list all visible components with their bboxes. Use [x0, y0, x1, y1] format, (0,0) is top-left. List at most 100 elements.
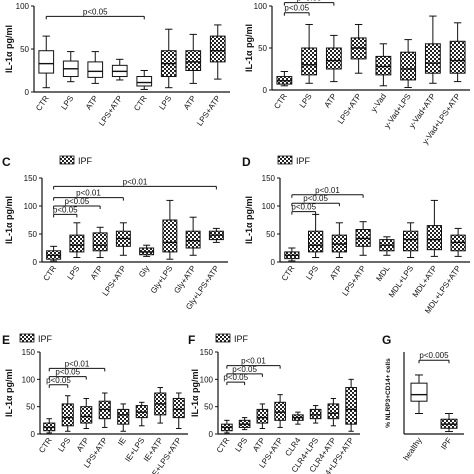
y-tick-label: 0 [271, 258, 276, 267]
y-tick-label: 0 [25, 88, 30, 97]
panel-e: 0 50 100 150 IL-1α pg/ml E IPF p<0.05 p<0.05 p<0.… [0, 330, 190, 474]
box-iqr [92, 232, 108, 252]
box-iqr [162, 219, 178, 253]
panel-letter: D [242, 155, 251, 169]
x-category-label: LPS+ATP [336, 92, 363, 126]
x-category-label: ATP [84, 94, 100, 111]
box-iqr [400, 51, 417, 81]
legend-label: IPF [38, 334, 53, 344]
y-tick-label: 100 [24, 202, 38, 211]
significance-label: p<0.01 [76, 189, 101, 198]
panel-f: 0 50 100 150 IL-1α pg/ml F IPF p<0.05 p<0.05 p<0.… [186, 330, 366, 474]
box-iqr [345, 387, 357, 425]
significance-label: p<0.05 [46, 376, 71, 385]
x-category-label: LPS [56, 436, 72, 454]
x-category-label: LPS+ATP [195, 94, 222, 128]
significance-label: p<0.05 [55, 368, 80, 377]
y-tick-label: 150 [22, 348, 36, 357]
box-iqr [308, 230, 324, 253]
x-category-label: Gly+LPS [149, 264, 175, 295]
x-category-label: LPS+ATP [101, 264, 128, 298]
x-category-label: CTR [272, 92, 289, 111]
box-iqr [424, 43, 441, 74]
significance-label: p<0.05 [83, 7, 108, 16]
x-category-label: y-Vad [369, 92, 388, 114]
x-category-label: IPF [439, 436, 454, 451]
box-iqr [80, 406, 93, 424]
legend-label: IPF [234, 334, 249, 344]
significance-label: p<0.05 [284, 4, 309, 13]
y-tick-label: 100 [22, 375, 36, 384]
y-axis-label: IL-1α pg/ml [4, 25, 14, 73]
significance-label: p<0.01 [315, 186, 340, 195]
y-axis-label: IL-1α pg/ml [4, 196, 14, 244]
x-category-label: CTR [215, 436, 232, 455]
box-iqr [410, 382, 428, 402]
x-category-label: CTR [280, 264, 297, 283]
box-iqr [256, 408, 269, 424]
y-axis-label: % NLRP3+CD14+ cells [385, 358, 392, 428]
box-iqr [327, 403, 340, 420]
legend-swatch [59, 155, 75, 165]
box-iqr [69, 234, 85, 253]
significance-label: p<0.05 [53, 205, 78, 214]
significance-label: p<0.01 [123, 177, 148, 186]
y-tick-label: 150 [262, 174, 276, 183]
significance-label: p<0.05 [303, 194, 328, 203]
x-category-label: CTR [132, 94, 149, 113]
x-category-label: ATP [251, 436, 267, 453]
panel-letter: C [2, 155, 11, 169]
y-tick-label: 100 [200, 375, 214, 384]
box-iqr [449, 40, 466, 74]
x-category-label: CTR [34, 94, 51, 113]
y-tick-label: 50 [28, 230, 37, 239]
y-tick-label: 50 [266, 230, 275, 239]
y-tick-label: 0 [209, 430, 214, 439]
box-iqr [185, 230, 201, 249]
x-category-label: ATP [182, 94, 198, 111]
box-iqr [136, 76, 153, 87]
y-tick-label: 50 [26, 403, 35, 412]
box-iqr [87, 61, 104, 78]
box-iqr [185, 50, 202, 72]
x-category-label: LPS [298, 92, 314, 110]
box-iqr [209, 35, 226, 63]
x-category-label: ATP [89, 264, 105, 281]
y-axis-label: IL-1α pg/ml [244, 196, 254, 244]
x-category-label: ATP [328, 264, 344, 281]
x-category-label: IE [116, 436, 128, 447]
box-iqr [38, 50, 55, 74]
legend-swatch [19, 333, 35, 343]
box-iqr [375, 55, 392, 76]
y-axis-label: IL-1α pg/ml [190, 369, 200, 417]
box-iqr [61, 403, 74, 427]
significance-label: p<0.05 [291, 203, 316, 212]
y-tick-label: 100 [262, 202, 276, 211]
x-category-label: MDL [374, 264, 391, 283]
panel-g-chart: % NLRP3+CD14+ cells Gp<0.005 healthy IPF [382, 333, 464, 462]
x-category-label: ATP [323, 92, 339, 109]
legend-label: IPF [296, 156, 311, 166]
x-category-label: LPS [65, 264, 81, 282]
x-category-label: healthy [401, 436, 423, 462]
box-iqr [325, 47, 342, 70]
box-iqr [172, 397, 185, 419]
y-axis-label: IL-1α pg/ml [4, 369, 14, 417]
panel-letter: G [382, 333, 391, 347]
y-tick-label: 150 [200, 348, 214, 357]
significance-label: p<0.01 [65, 359, 90, 368]
x-category-label: LPS+ATP [97, 94, 124, 128]
x-category-label: Gly+ATP [172, 264, 198, 295]
x-category-label: LPS [157, 94, 173, 112]
significance-label: p<0.05 [223, 373, 248, 382]
x-category-label: LPS [233, 436, 249, 454]
x-category-label: LPS [304, 264, 320, 282]
box-iqr [301, 47, 318, 76]
panel-d: 0 50 100 150 IL-1α pg/ml D IPF p<0.05 p<0.05 p<0.… [240, 150, 474, 315]
significance-label: p<0.05 [297, 0, 322, 3]
